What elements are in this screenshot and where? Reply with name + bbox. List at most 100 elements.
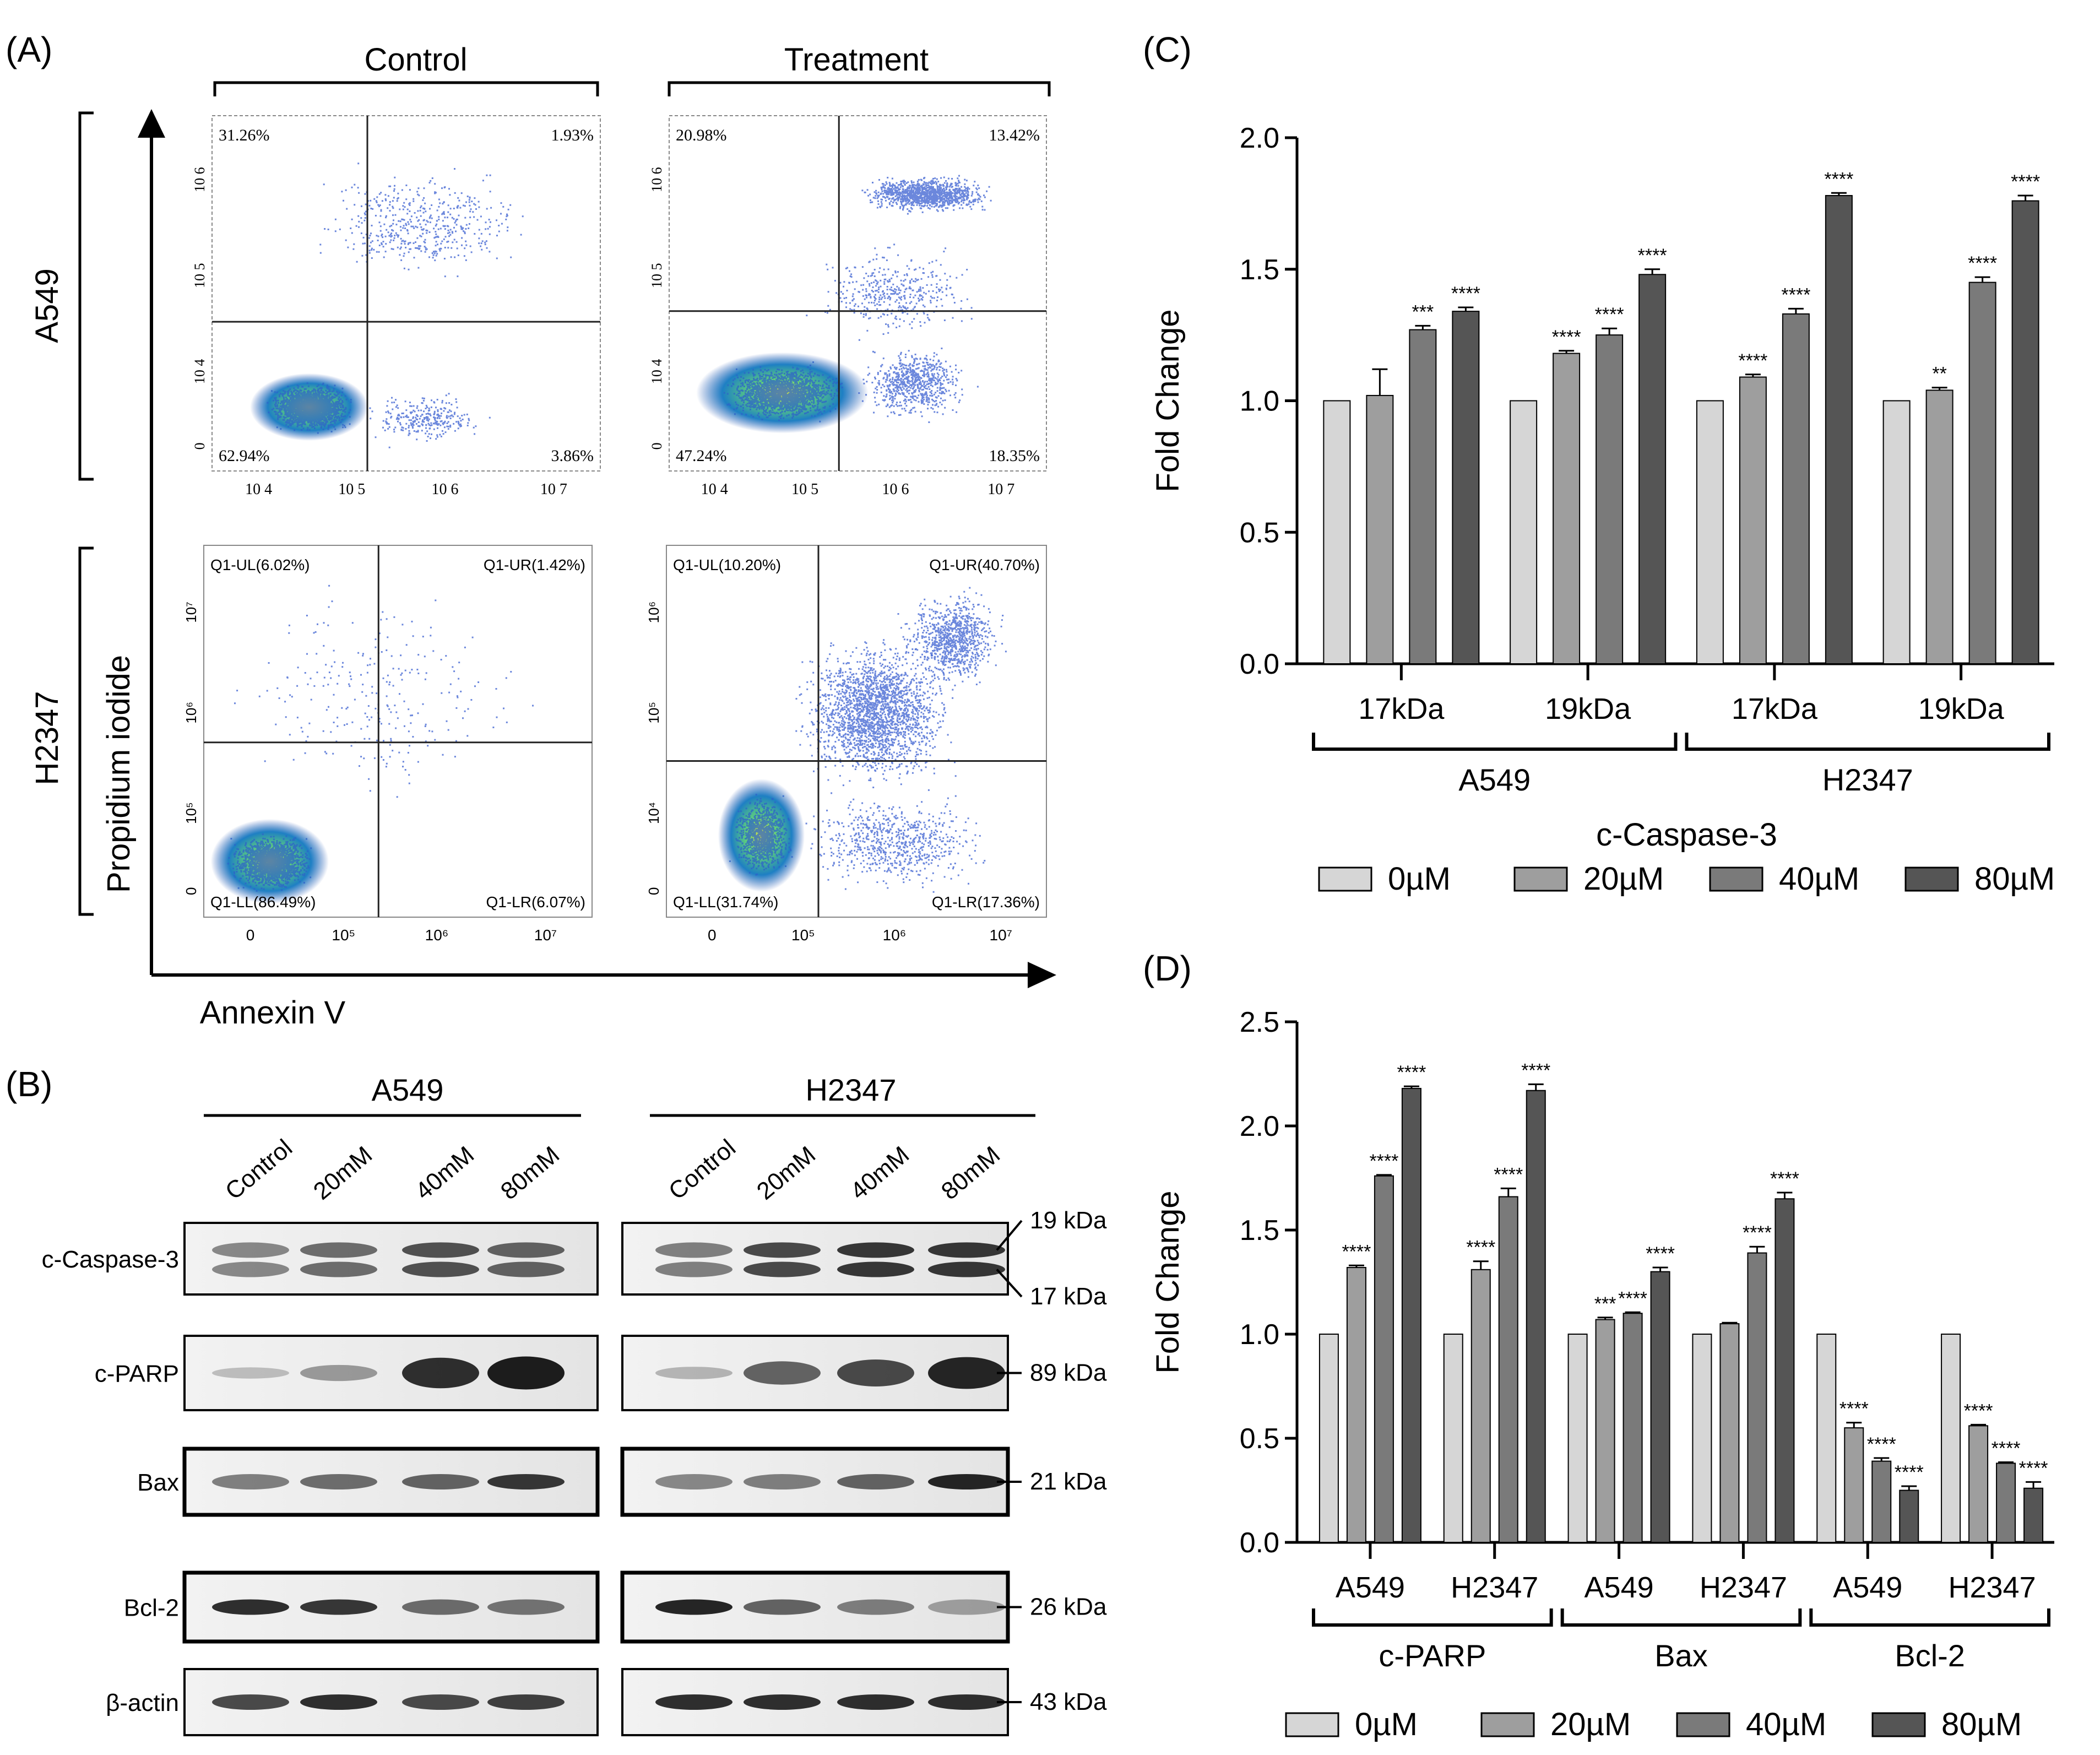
blot-row-c-PARP: c-PARP 89 kDa bbox=[95, 1335, 1107, 1411]
y-tick-label: 10 6 bbox=[649, 167, 665, 192]
protein-band bbox=[402, 1694, 479, 1710]
protein-band bbox=[212, 1242, 289, 1258]
y-tick-label: 10⁵ bbox=[183, 802, 199, 824]
bar-40µM bbox=[1747, 1252, 1767, 1543]
group-bracket bbox=[1685, 733, 2050, 751]
kda-label: 21 kDa bbox=[1030, 1468, 1107, 1495]
y-tick-label: 1.0 bbox=[1240, 1319, 1279, 1351]
group-label: H2347 bbox=[1822, 762, 1913, 797]
significance-marker: **** bbox=[1342, 1241, 1371, 1262]
legend: 0µM 20µM 40µM 80µM bbox=[1318, 861, 2055, 897]
lane-label: 20mM bbox=[752, 1141, 821, 1205]
legend-swatch bbox=[1318, 866, 1372, 892]
protein-band bbox=[212, 1694, 289, 1710]
bar-0µM bbox=[1510, 400, 1538, 664]
bar-20µM bbox=[1968, 1425, 1989, 1543]
legend: 0µM 20µM 40µM 80µM bbox=[1285, 1707, 2022, 1742]
event-dots bbox=[729, 794, 793, 876]
legend-label: 0µM bbox=[1355, 1707, 1418, 1742]
y-tick-label: 10 5 bbox=[649, 263, 665, 289]
y-tick-label: 0 bbox=[192, 442, 208, 449]
protein-band bbox=[837, 1474, 914, 1489]
quadrant-percentage: Q1-LL(31.74%) bbox=[673, 893, 778, 911]
significance-marker: **** bbox=[2011, 171, 2040, 192]
scatter-points bbox=[718, 587, 1007, 893]
protein-band bbox=[212, 1599, 289, 1615]
bar-80µM bbox=[1825, 195, 1853, 664]
significance-marker: *** bbox=[1594, 1293, 1616, 1314]
scatter-points bbox=[210, 584, 534, 904]
x-tick-label: 10 5 bbox=[338, 481, 365, 498]
x-tick-label: 10 4 bbox=[701, 481, 728, 498]
protein-band bbox=[300, 1599, 377, 1615]
row-label-a549: A549 bbox=[29, 268, 65, 343]
x-axis-title: c-Caspase-3 bbox=[1596, 817, 1777, 853]
bar-20µM bbox=[1366, 394, 1394, 664]
protein-band bbox=[487, 1261, 565, 1277]
bar-80µM bbox=[1452, 311, 1480, 664]
group-label-h2347: H2347 bbox=[805, 1072, 896, 1107]
protein-band bbox=[300, 1242, 377, 1258]
x-tick-label: H2347 bbox=[1700, 1571, 1787, 1604]
quadrant-percentage: 1.93% bbox=[551, 126, 594, 144]
legend-swatch bbox=[1480, 1712, 1535, 1737]
quadrant-percentage: Q1-LL(86.49%) bbox=[210, 893, 316, 911]
protein-band bbox=[402, 1357, 479, 1389]
protein-band bbox=[655, 1242, 732, 1258]
significance-marker: **** bbox=[1552, 327, 1581, 348]
protein-band bbox=[744, 1474, 821, 1489]
event-dots bbox=[723, 361, 843, 422]
group-bracket bbox=[1809, 1608, 2050, 1627]
protein-band bbox=[744, 1361, 821, 1385]
scatter-points bbox=[250, 162, 524, 448]
protein-band bbox=[487, 1474, 565, 1489]
y-tick-label: 10⁶ bbox=[645, 602, 662, 624]
significance-marker: **** bbox=[1964, 1400, 1993, 1421]
protein-band bbox=[402, 1261, 479, 1277]
bar-40µM bbox=[1871, 1460, 1892, 1543]
blot-row-Bcl-2: Bcl-2 26 kDa bbox=[124, 1570, 1107, 1644]
flow-plots: 31.26% 1.93% 62.94% 3.86% 10 6 10 5 10 4 0 10 4 1… bbox=[183, 115, 1047, 944]
protein-band bbox=[655, 1694, 732, 1710]
y-tick-label: 2.0 bbox=[1240, 122, 1279, 154]
significance-marker: **** bbox=[1369, 1151, 1398, 1172]
y-tick-label: 0.0 bbox=[1240, 648, 1279, 680]
legend-swatch bbox=[1513, 866, 1568, 892]
flow-plot-h2347-treatment: Q1-UL(10.20%) Q1-UR(40.70%) Q1-LL(31.74%) Q… bbox=[645, 545, 1047, 944]
col-header-treatment: Treatment bbox=[784, 42, 929, 78]
bar-0µM bbox=[1696, 400, 1724, 664]
significance-marker: *** bbox=[1412, 301, 1434, 322]
bar-0µM bbox=[1443, 1334, 1463, 1543]
y-axis-arrowhead bbox=[138, 109, 165, 138]
bar-40µM bbox=[1782, 313, 1810, 664]
x-tick-label: 10 7 bbox=[987, 481, 1014, 498]
h2347-row-bracket bbox=[78, 546, 94, 916]
category-19kDa: **********19kDa bbox=[1882, 171, 2040, 725]
bar-40µM bbox=[1409, 329, 1437, 664]
category-A549: *** ********A549 bbox=[1567, 1243, 1675, 1604]
x-tick-label: 10⁷ bbox=[990, 927, 1012, 944]
marker-tick bbox=[996, 1269, 1023, 1298]
bar-40µM bbox=[1996, 1462, 2016, 1543]
protein-band bbox=[744, 1261, 821, 1277]
legend-swatch bbox=[1676, 1712, 1730, 1737]
bar-80µM bbox=[2023, 1487, 2044, 1543]
significance-marker: **** bbox=[2019, 1458, 2048, 1478]
significance-marker: **** bbox=[1451, 283, 1480, 304]
y-tick-label: 0 bbox=[649, 442, 665, 449]
bar-0µM bbox=[1816, 1334, 1837, 1543]
scatter-points bbox=[696, 175, 992, 434]
col-header-control: Control bbox=[365, 42, 468, 78]
y-tick-label: 0 bbox=[645, 887, 662, 895]
bar-20µM bbox=[1595, 1319, 1615, 1543]
event-dots bbox=[795, 627, 964, 794]
y-tick-label: 1.0 bbox=[1240, 386, 1279, 418]
bar-40µM bbox=[1374, 1175, 1394, 1543]
bar-80µM bbox=[1650, 1271, 1670, 1543]
bar-0µM bbox=[1941, 1334, 1961, 1543]
protein-band bbox=[300, 1694, 377, 1710]
category-H2347: **** **** H2347 bbox=[1692, 1168, 1799, 1604]
significance-marker: **** bbox=[1638, 245, 1667, 266]
quadrant-percentage: 13.42% bbox=[989, 126, 1040, 144]
